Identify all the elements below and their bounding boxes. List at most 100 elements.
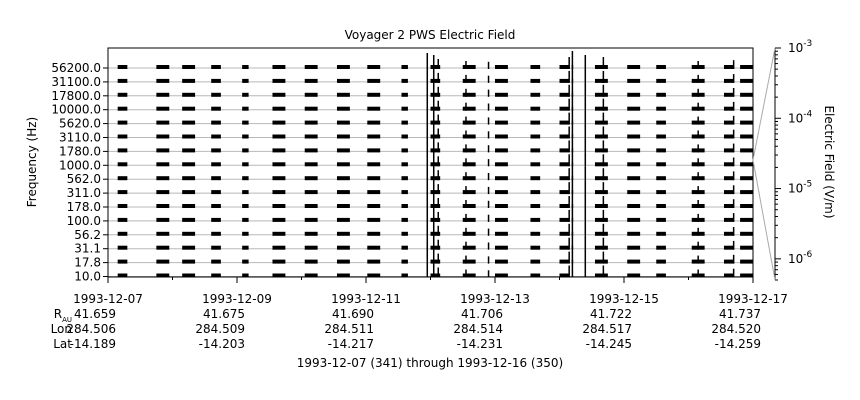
data-segment bbox=[336, 231, 350, 236]
data-segment bbox=[723, 78, 734, 83]
data-segment bbox=[740, 204, 753, 208]
data-segment bbox=[242, 176, 249, 181]
ephemeris-r: 41.659 bbox=[74, 307, 116, 321]
data-segment bbox=[495, 65, 508, 69]
data-segment bbox=[304, 65, 318, 69]
data-segment bbox=[242, 78, 249, 83]
data-segment bbox=[430, 245, 441, 250]
data-segment bbox=[336, 217, 350, 222]
data-segment bbox=[182, 134, 196, 139]
data-segment bbox=[211, 162, 221, 167]
data-segment bbox=[367, 134, 381, 139]
data-segment bbox=[656, 231, 666, 236]
data-segment bbox=[462, 204, 476, 208]
data-segment bbox=[723, 245, 734, 250]
data-segment bbox=[182, 190, 196, 195]
ephemeris-lon: 284.517 bbox=[582, 322, 632, 336]
data-segment bbox=[156, 162, 170, 167]
data-segment bbox=[723, 217, 734, 222]
data-segment bbox=[401, 176, 408, 181]
y-axis: 56200.031100.017800.010000.05620.03110.0… bbox=[51, 61, 108, 284]
data-segment bbox=[656, 148, 666, 153]
data-segment bbox=[336, 204, 350, 208]
data-segment bbox=[304, 120, 318, 125]
data-segment bbox=[462, 190, 476, 195]
data-segment bbox=[656, 245, 666, 250]
data-segment bbox=[367, 65, 381, 69]
ephemeris-label-r: RAU bbox=[54, 307, 72, 324]
x-tick-label: 1993-12-13 bbox=[460, 292, 530, 306]
data-segment bbox=[495, 245, 508, 250]
data-segment bbox=[495, 78, 508, 83]
data-segment bbox=[627, 134, 641, 139]
x-tick-label: 1993-12-09 bbox=[202, 292, 272, 306]
x-axis-label: 1993-12-07 (341) through 1993-12-16 (350… bbox=[297, 356, 563, 370]
data-segment bbox=[336, 78, 350, 83]
data-segment bbox=[430, 176, 441, 181]
data-segment bbox=[627, 245, 641, 250]
data-segment bbox=[272, 176, 286, 181]
ephemeris-lon: 284.506 bbox=[66, 322, 116, 336]
data-segment bbox=[242, 134, 249, 139]
ephemeris-lon: 284.509 bbox=[195, 322, 245, 336]
data-segment bbox=[304, 176, 318, 181]
data-segment bbox=[304, 162, 318, 167]
data-segment bbox=[495, 231, 508, 236]
data-segment bbox=[462, 92, 476, 97]
data-segment bbox=[367, 190, 381, 195]
data-segment bbox=[656, 176, 666, 181]
ephemeris-r: 41.722 bbox=[590, 307, 632, 321]
data-segment bbox=[559, 78, 570, 83]
data-segment bbox=[627, 92, 641, 97]
data-segment bbox=[723, 120, 734, 125]
data-segment bbox=[211, 106, 221, 111]
data-segment bbox=[401, 134, 408, 139]
ephemeris-lat: -14.203 bbox=[199, 337, 245, 351]
data-segment bbox=[182, 231, 196, 236]
data-segment bbox=[594, 204, 608, 208]
data-segment bbox=[117, 190, 128, 195]
data-segment bbox=[242, 273, 249, 278]
data-segment bbox=[656, 273, 666, 278]
ephemeris-r: 41.706 bbox=[461, 307, 503, 321]
data-segment bbox=[272, 217, 286, 222]
data-segment bbox=[242, 148, 249, 153]
data-segment bbox=[594, 92, 608, 97]
data-segment bbox=[401, 259, 408, 264]
data-segment bbox=[211, 231, 221, 236]
data-segment bbox=[495, 176, 508, 181]
data-segment bbox=[336, 245, 350, 250]
data-segment bbox=[336, 176, 350, 181]
data-segment bbox=[430, 106, 441, 111]
data-segment bbox=[117, 78, 128, 83]
data-segment bbox=[367, 204, 381, 208]
data-segment bbox=[336, 92, 350, 97]
data-segment bbox=[740, 148, 753, 153]
data-segment bbox=[272, 273, 286, 278]
data-segment bbox=[740, 120, 753, 125]
data-segment bbox=[336, 162, 350, 167]
data-segment bbox=[304, 106, 318, 111]
data-segment bbox=[211, 148, 221, 153]
x-tick-label: 1993-12-15 bbox=[589, 292, 659, 306]
data-segment bbox=[530, 217, 541, 222]
data-segment bbox=[156, 259, 170, 264]
data-segment bbox=[656, 106, 666, 111]
data-segment bbox=[430, 204, 441, 208]
data-segment bbox=[242, 106, 249, 111]
data-segment bbox=[559, 245, 570, 250]
data-segment bbox=[336, 120, 350, 125]
data-segment bbox=[211, 120, 221, 125]
data-segment bbox=[530, 231, 541, 236]
data-segment bbox=[740, 176, 753, 181]
data-segment bbox=[336, 259, 350, 264]
data-segment bbox=[430, 190, 441, 195]
data-segment bbox=[367, 106, 381, 111]
data-segment bbox=[627, 106, 641, 111]
data-layer bbox=[117, 51, 753, 278]
data-segment bbox=[594, 176, 608, 181]
data-segment bbox=[495, 204, 508, 208]
data-segment bbox=[430, 231, 441, 236]
data-segment bbox=[211, 176, 221, 181]
data-segment bbox=[430, 92, 441, 97]
